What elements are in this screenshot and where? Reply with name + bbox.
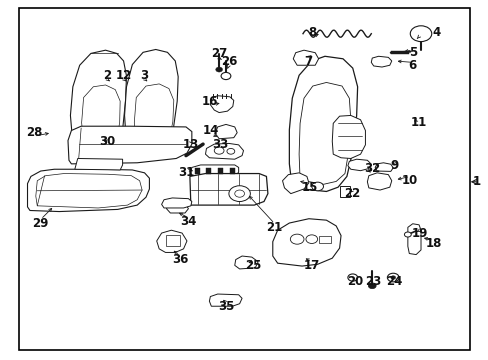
Text: 32: 32 — [364, 162, 380, 175]
Polygon shape — [70, 50, 126, 158]
Bar — [229, 168, 234, 174]
Bar — [318, 236, 330, 243]
Polygon shape — [161, 198, 191, 208]
Circle shape — [386, 273, 398, 282]
Circle shape — [409, 26, 431, 41]
Polygon shape — [374, 163, 392, 171]
Circle shape — [221, 72, 230, 80]
Circle shape — [215, 67, 222, 72]
Polygon shape — [366, 173, 391, 190]
Text: 30: 30 — [99, 135, 115, 148]
Polygon shape — [215, 125, 237, 139]
Text: 28: 28 — [25, 126, 42, 139]
Circle shape — [234, 190, 244, 197]
Text: 6: 6 — [408, 59, 416, 72]
Text: 31: 31 — [178, 166, 194, 179]
Text: 27: 27 — [211, 47, 227, 60]
Polygon shape — [189, 174, 267, 205]
Polygon shape — [370, 56, 391, 67]
Text: 23: 23 — [365, 275, 381, 288]
Polygon shape — [36, 174, 142, 208]
Bar — [339, 186, 349, 197]
Text: 22: 22 — [344, 187, 360, 200]
Text: 3: 3 — [140, 69, 148, 82]
Circle shape — [367, 283, 375, 289]
Text: 35: 35 — [217, 300, 234, 313]
Bar — [390, 51, 408, 54]
Polygon shape — [75, 158, 122, 170]
Polygon shape — [347, 159, 370, 171]
Polygon shape — [289, 56, 357, 192]
Text: 25: 25 — [244, 259, 261, 272]
Text: 1: 1 — [472, 175, 480, 188]
Text: 15: 15 — [302, 181, 318, 194]
Text: 8: 8 — [308, 27, 316, 40]
Circle shape — [226, 148, 234, 154]
Text: 16: 16 — [202, 95, 218, 108]
Bar — [218, 168, 223, 174]
Polygon shape — [81, 85, 120, 146]
Text: 26: 26 — [220, 55, 237, 68]
Text: 14: 14 — [203, 124, 219, 137]
Polygon shape — [68, 126, 191, 164]
Text: 18: 18 — [425, 237, 441, 250]
Circle shape — [290, 234, 304, 244]
Text: 12: 12 — [115, 69, 131, 82]
Text: 7: 7 — [303, 55, 311, 68]
Polygon shape — [209, 294, 242, 306]
Text: 10: 10 — [401, 174, 418, 186]
Text: 11: 11 — [410, 116, 427, 129]
Circle shape — [404, 232, 410, 237]
Text: 34: 34 — [180, 215, 196, 228]
Polygon shape — [190, 165, 238, 177]
Text: 17: 17 — [303, 259, 319, 272]
Text: 21: 21 — [266, 221, 282, 234]
Polygon shape — [166, 201, 188, 213]
Text: 13: 13 — [183, 138, 199, 151]
Text: 33: 33 — [212, 138, 228, 151]
Text: 9: 9 — [390, 159, 398, 172]
Bar — [194, 168, 199, 174]
Bar — [166, 235, 180, 246]
Polygon shape — [293, 50, 318, 65]
Polygon shape — [272, 219, 340, 266]
Polygon shape — [210, 96, 233, 113]
Bar — [206, 168, 211, 174]
Polygon shape — [134, 84, 173, 145]
Circle shape — [390, 276, 395, 279]
Polygon shape — [407, 224, 420, 255]
Polygon shape — [234, 256, 258, 269]
Text: 20: 20 — [347, 275, 363, 288]
Polygon shape — [124, 49, 178, 157]
Polygon shape — [299, 82, 350, 184]
Circle shape — [305, 235, 317, 243]
Polygon shape — [27, 169, 149, 212]
Circle shape — [214, 147, 224, 154]
Text: 19: 19 — [411, 226, 427, 239]
Text: 24: 24 — [386, 275, 402, 288]
Polygon shape — [157, 230, 186, 252]
Text: 29: 29 — [32, 217, 49, 230]
Polygon shape — [205, 143, 243, 159]
Polygon shape — [331, 116, 365, 158]
Circle shape — [228, 186, 250, 202]
Circle shape — [347, 274, 357, 281]
Text: 36: 36 — [172, 253, 188, 266]
Circle shape — [311, 182, 323, 191]
Text: 4: 4 — [431, 27, 440, 40]
Polygon shape — [282, 173, 308, 194]
Text: 2: 2 — [102, 69, 111, 82]
Text: 5: 5 — [408, 46, 416, 59]
